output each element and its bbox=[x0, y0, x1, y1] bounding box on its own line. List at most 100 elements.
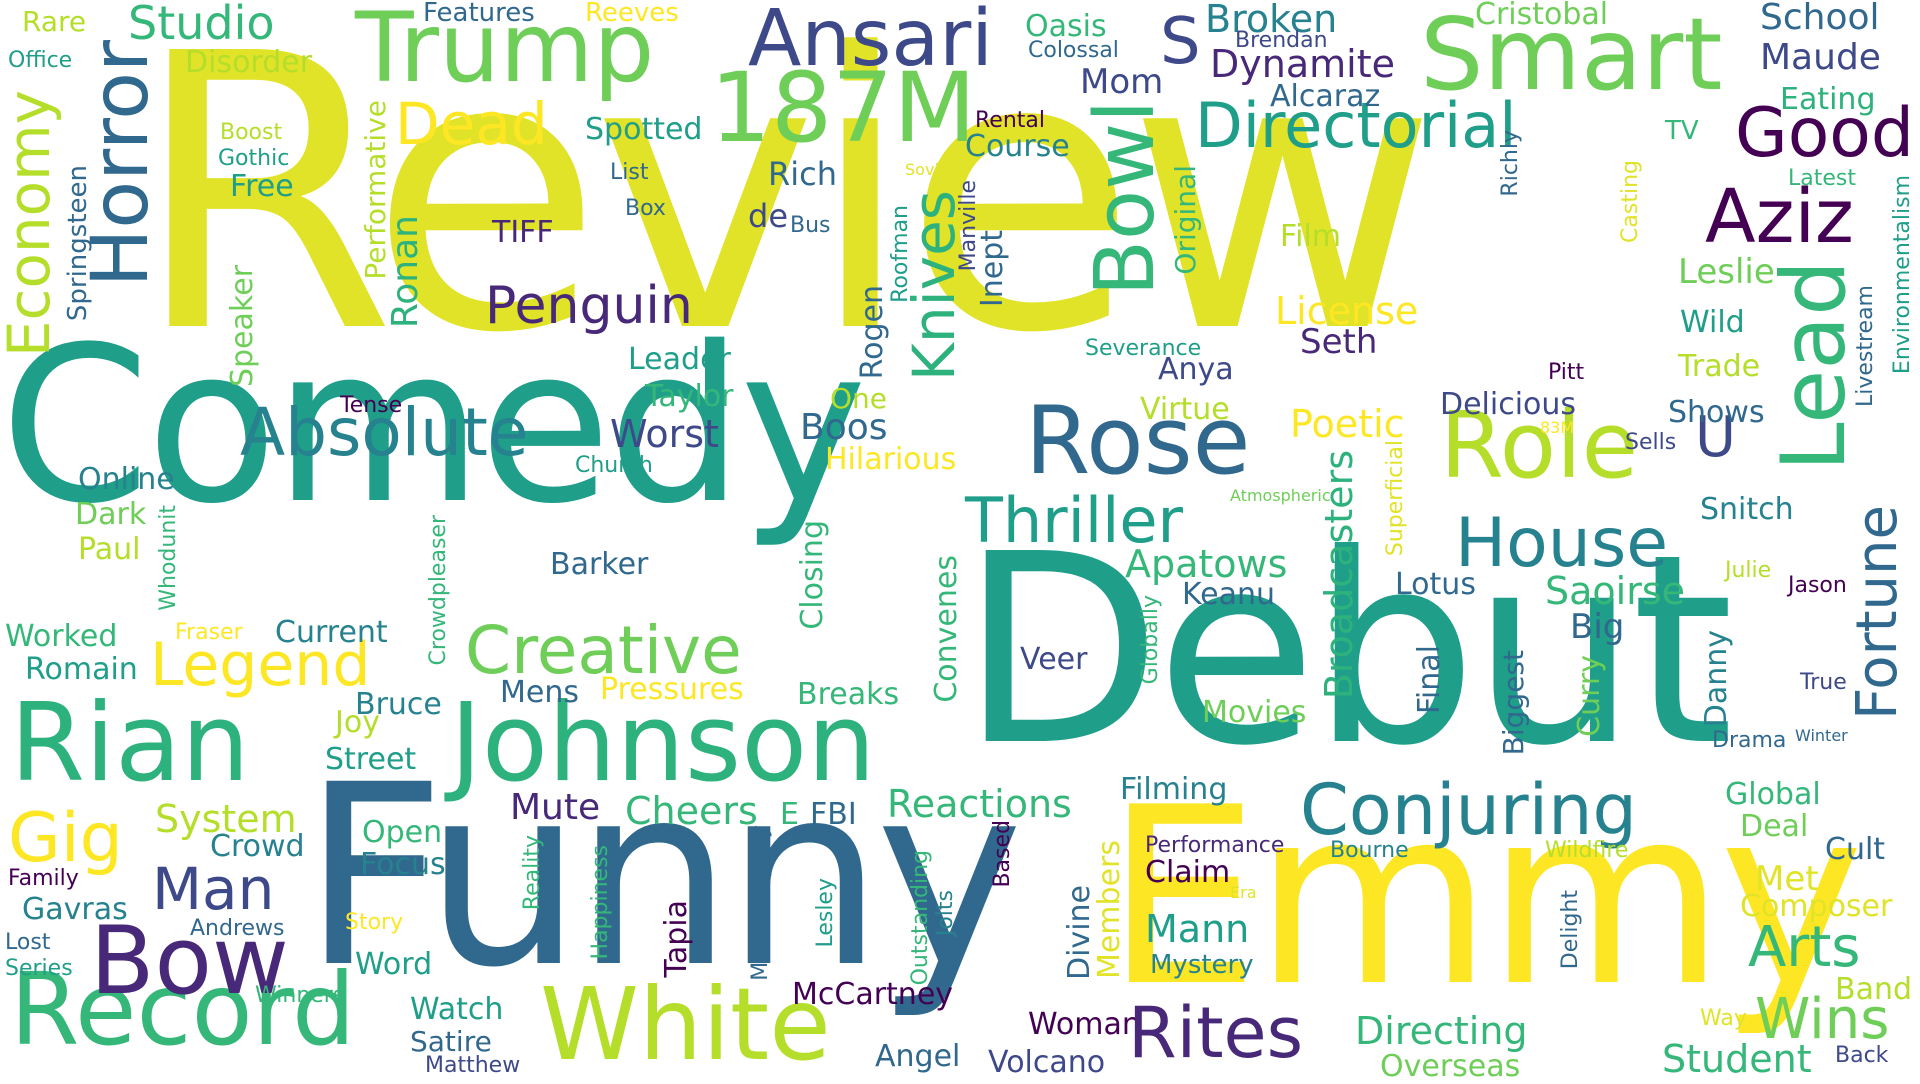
word-jason: Jason bbox=[1788, 573, 1847, 598]
word-student: Student bbox=[1662, 1037, 1812, 1081]
word-list: List bbox=[610, 160, 649, 185]
word-penguin: Penguin bbox=[485, 276, 693, 336]
word-directorial: Directorial bbox=[1195, 89, 1517, 162]
word-globally: Globally bbox=[1138, 595, 1163, 685]
word-pitt: Pitt bbox=[1548, 360, 1585, 385]
word-aziz: Aziz bbox=[1705, 174, 1854, 260]
word-breaks: Breaks bbox=[797, 677, 900, 712]
word-rich: Rich bbox=[768, 155, 837, 193]
word-biggest: Biggest bbox=[1497, 650, 1530, 756]
word-story: Story bbox=[345, 910, 404, 935]
word-cheers: Cheers bbox=[625, 789, 758, 833]
word-whodunit: Whodunit bbox=[156, 505, 181, 611]
word-divine: Divine bbox=[1062, 885, 1097, 980]
word-u: U bbox=[1695, 405, 1736, 470]
word-man: Man bbox=[152, 855, 275, 923]
word-alcaraz: Alcaraz bbox=[1270, 79, 1381, 114]
word-gavras: Gavras bbox=[22, 892, 128, 927]
word-rites: Rites bbox=[1128, 992, 1304, 1074]
word-rose: Rose bbox=[1025, 387, 1251, 496]
word-curry: Curry bbox=[1572, 655, 1607, 737]
word-office: Office bbox=[8, 48, 73, 73]
word-poetic: Poetic bbox=[1290, 402, 1405, 446]
word-open: Open bbox=[362, 815, 443, 850]
word-wildfire: Wildfire bbox=[1545, 838, 1629, 863]
word-veer: Veer bbox=[1020, 642, 1088, 677]
word-danny: Danny bbox=[1699, 630, 1734, 728]
word-bruce: Bruce bbox=[355, 687, 442, 722]
word-livestream: Livestream bbox=[1853, 285, 1878, 408]
word-paul: Paul bbox=[78, 532, 141, 567]
word-keanu: Keanu bbox=[1182, 577, 1276, 612]
word-members: Members bbox=[1092, 840, 1127, 980]
word-apatows: Apatows bbox=[1125, 542, 1288, 586]
word-absolute: Absolute bbox=[240, 394, 529, 471]
word-license: License bbox=[1275, 289, 1419, 333]
word-superficial: Superficial bbox=[1383, 440, 1408, 557]
word-legend: Legend bbox=[150, 630, 371, 700]
word-joy: Joy bbox=[335, 705, 380, 740]
word-era: Era bbox=[1230, 883, 1257, 902]
word-fraser: Fraser bbox=[175, 620, 243, 645]
word-box: Box bbox=[625, 196, 666, 221]
word-filming: Filming bbox=[1120, 772, 1228, 807]
word-eating: Eating bbox=[1780, 82, 1876, 117]
word-bow: Bow bbox=[90, 907, 289, 1016]
word-ansari: Ansari bbox=[748, 0, 993, 84]
word-crowdpleaser: Crowdpleaser bbox=[426, 515, 451, 666]
word-system: System bbox=[155, 797, 297, 841]
word-jolts: Jolts bbox=[933, 890, 958, 937]
word-thriller: Thriller bbox=[965, 484, 1183, 557]
word-white: White bbox=[540, 966, 831, 1083]
word-winners: Winners bbox=[255, 983, 345, 1008]
word-band: Band bbox=[1835, 972, 1913, 1007]
word-wins: Wins bbox=[1755, 987, 1890, 1052]
word-economy: Economy bbox=[0, 90, 63, 358]
word-free: Free bbox=[230, 169, 294, 204]
word-soviet: Soviet bbox=[905, 160, 955, 179]
word-satire: Satire bbox=[410, 1025, 492, 1058]
word-richly: Richly bbox=[1498, 130, 1523, 197]
word-wild: Wild bbox=[1680, 305, 1745, 340]
word-tense: Tense bbox=[340, 393, 403, 418]
word-current: Current bbox=[275, 615, 388, 650]
word-leslie: Leslie bbox=[1678, 252, 1775, 292]
word-seth: Seth bbox=[1300, 322, 1378, 362]
word-convenes: Convenes bbox=[929, 555, 964, 703]
word-comedy: Comedy bbox=[0, 300, 867, 551]
word-based: Based bbox=[990, 820, 1015, 888]
word-knives: Knives bbox=[900, 190, 968, 382]
word-ronan: Ronan bbox=[385, 215, 426, 329]
word-course: Course bbox=[965, 129, 1070, 164]
word-house: House bbox=[1455, 504, 1669, 583]
word-outstanding: Outstanding bbox=[908, 850, 933, 986]
word-original: Original bbox=[1169, 165, 1202, 275]
word-lead: Lead bbox=[1762, 260, 1865, 472]
word-winter: Winter bbox=[1795, 726, 1848, 745]
word-latest: Latest bbox=[1788, 166, 1856, 191]
word-lost: Lost bbox=[5, 930, 51, 955]
word-bourne: Bourne bbox=[1330, 838, 1409, 863]
word-mcconaughey: McConaughey bbox=[748, 825, 773, 981]
word-word: Word bbox=[355, 947, 433, 982]
word-composer: Composer bbox=[1740, 889, 1893, 924]
word-rogen: Rogen bbox=[855, 285, 890, 380]
word-julie: Julie bbox=[1725, 558, 1772, 583]
word-horror: Horror bbox=[76, 40, 166, 288]
word-directing: Directing bbox=[1355, 1009, 1528, 1053]
word-woman: Woman bbox=[1028, 1007, 1141, 1042]
word-emmy: Emmy bbox=[1105, 755, 1864, 1040]
word-brendan: Brendan bbox=[1235, 28, 1328, 53]
word-fbi: FBI bbox=[810, 797, 857, 832]
word-snitch: Snitch bbox=[1700, 492, 1794, 527]
word-barker: Barker bbox=[550, 547, 649, 582]
word-deal: Deal bbox=[1740, 809, 1809, 844]
word-mann: Mann bbox=[1145, 907, 1250, 951]
word-broken: Broken bbox=[1205, 0, 1338, 41]
word-reactions: Reactions bbox=[887, 782, 1072, 826]
word-e: E bbox=[780, 797, 799, 832]
word-conjuring: Conjuring bbox=[1300, 769, 1637, 851]
word-review: Review bbox=[132, 0, 1438, 416]
word-street: Street bbox=[325, 742, 417, 777]
word-dynamite: Dynamite bbox=[1210, 42, 1395, 86]
